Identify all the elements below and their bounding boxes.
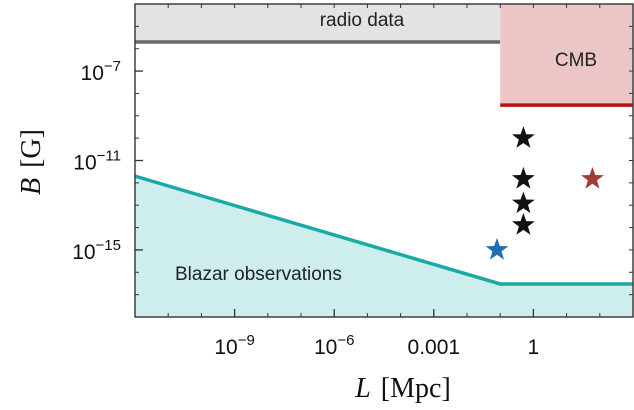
star-marker-6 [581,166,604,189]
x-tick-label-4: 1 [528,336,540,359]
y-axis-label: B [G] [16,129,47,195]
region-label-radio-data: radio data [320,10,405,31]
star-marker-3 [511,191,535,214]
x-axis-label: L [Mpc] [354,373,451,404]
x-tick-base: 10 [214,336,237,359]
y-tick-exponent: −11 [97,148,121,165]
y-tick-label-3: 10−15 [72,237,121,264]
region-boundary-blazar-observations [134,174,633,286]
y-tick-exponent: −15 [96,237,121,254]
star-marker-5 [485,237,509,260]
y-axis-symbol: B [16,178,47,195]
y-tick-label-1: 10−7 [81,58,121,85]
star-marker-4 [511,213,535,235]
region-label-cmb: CMB [555,50,597,71]
region-fill-radio-data [135,4,501,42]
x-axis-symbol: L [354,373,371,404]
x-tick-label-2: 10−6 [314,332,354,359]
region-fill-cmb [500,4,633,106]
star-marker-1 [511,126,535,148]
points-layer [485,126,604,260]
y-tick-exponent: −7 [104,58,121,75]
x-tick-exponent: −6 [337,332,354,349]
y-tick-base: 10 [73,152,96,175]
y-tick-base: 10 [72,241,95,264]
x-tick-label-3: 0.001 [408,336,461,359]
y-axis-unit: [G] [16,129,47,168]
x-axis-unit: [Mpc] [381,373,451,404]
y-tick-base: 10 [81,62,104,85]
x-tick-exponent: −9 [238,332,255,349]
star-marker-2 [511,166,535,189]
x-tick-base: 10 [314,336,337,359]
regions-layer [134,4,633,317]
labels-layer: radio data CMB Blazar observations L [Mpc… [16,10,597,404]
x-tick-label-1: 10−9 [214,332,254,359]
region-fill-blazar-observations [135,176,633,317]
region-label-blazar-observations: Blazar observations [175,264,342,285]
y-tick-label-2: 10−11 [73,148,121,175]
